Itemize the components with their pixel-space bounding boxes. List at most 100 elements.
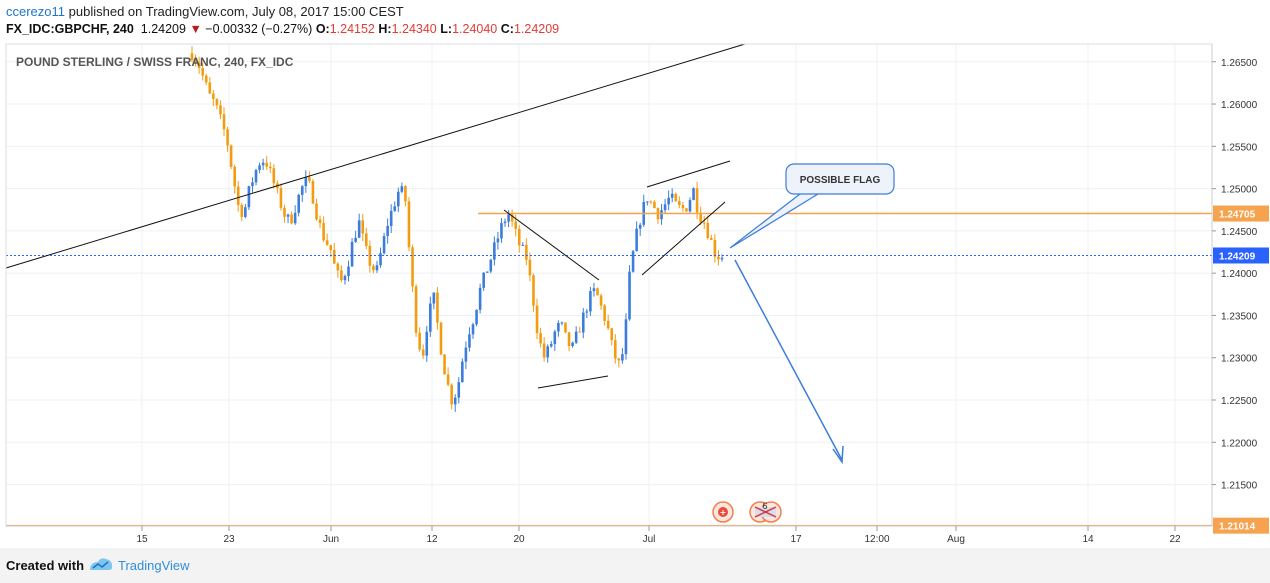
grid [6, 44, 1212, 526]
candle [418, 332, 421, 350]
candle [660, 210, 663, 220]
time-axis[interactable]: 15 23 Jun 12 20 Jul 17 12:00 Aug 14 22 [136, 526, 1181, 545]
candle [290, 214, 293, 224]
candle [699, 212, 702, 223]
candle [222, 114, 226, 130]
candle [212, 93, 215, 100]
candle [322, 223, 325, 241]
candle [340, 270, 343, 281]
candle [414, 286, 418, 333]
candle [254, 170, 258, 183]
candle [400, 186, 404, 192]
price-chart[interactable]: POUND STERLING / SWISS FRANC, 240, FX_ID… [0, 42, 1270, 548]
y-tick-label: 1.23500 [1221, 311, 1258, 322]
event-plus-icon [718, 507, 728, 517]
candle [279, 188, 283, 208]
candle [685, 208, 688, 212]
candle [710, 237, 713, 240]
x-tick-label: Jul [643, 534, 656, 545]
candle [493, 242, 496, 260]
author-link[interactable]: ccerezo11 [6, 4, 66, 19]
candle [453, 397, 457, 405]
candle [461, 361, 464, 383]
candle [667, 197, 670, 205]
candle [336, 263, 340, 271]
tradingview-link[interactable]: TradingView [118, 558, 190, 573]
y-tick-label: 1.23000 [1221, 354, 1258, 365]
long-trendline [5, 43, 746, 269]
candle [510, 214, 514, 222]
price-axis[interactable]: 1.26500 1.26000 1.25500 1.25000 1.24500 1.240… [1212, 58, 1258, 492]
candle [397, 191, 400, 207]
low-label: L: [440, 22, 453, 36]
x-tick-label: 20 [513, 534, 525, 545]
candle [613, 340, 617, 359]
candle [315, 203, 318, 220]
candle [478, 287, 482, 310]
x-tick-label: 22 [1169, 534, 1181, 545]
candle [503, 221, 507, 224]
candle [372, 265, 375, 271]
chart-header: ccerezo11 published on TradingView.com, … [0, 0, 1270, 42]
x-tick-label: 14 [1082, 534, 1094, 545]
candle [606, 320, 610, 329]
change-arrow-icon: ▼ [189, 22, 202, 36]
candle [546, 346, 550, 358]
candle [635, 228, 638, 252]
candle [574, 331, 578, 343]
candle [589, 291, 592, 312]
candle [382, 236, 386, 254]
candle [485, 271, 489, 273]
candle [236, 186, 240, 205]
candle [464, 347, 468, 362]
candle [446, 374, 450, 385]
candle [521, 244, 525, 246]
x-tick-label: Aug [947, 534, 965, 545]
low-value: 1.24040 [452, 22, 498, 36]
candle [361, 220, 365, 234]
candle [244, 207, 247, 217]
candle [215, 99, 219, 106]
candle [226, 129, 229, 146]
footer: Created with TradingView [0, 548, 1270, 583]
candle [638, 224, 642, 229]
candle [496, 238, 500, 243]
candle [286, 214, 290, 217]
callout-box [785, 163, 895, 195]
y-tick-label: 1.22000 [1221, 438, 1258, 449]
triangle-lower-line [537, 375, 609, 389]
candle [489, 259, 493, 272]
candle [375, 265, 379, 271]
candle [599, 295, 603, 306]
candle [197, 62, 201, 69]
flag-callout[interactable]: POSSIBLE FLAG [785, 163, 895, 195]
candle [258, 165, 261, 171]
candle [649, 201, 653, 203]
last-price-label: 1.24209 [1219, 251, 1256, 262]
candle [603, 305, 606, 321]
callout-pointer [729, 193, 819, 249]
candle [404, 186, 407, 202]
candle [332, 249, 336, 264]
tradingview-logo-icon [90, 558, 113, 570]
candle [293, 212, 297, 224]
candle [436, 292, 439, 323]
close-value: 1.24209 [513, 22, 560, 36]
events[interactable]: + 6 [712, 501, 782, 523]
candle [678, 201, 681, 205]
candle [386, 225, 389, 237]
symbol-info: FX_IDC:GBPCHF, 240 1.24209 ▼ −0.00332 (−… [6, 22, 559, 36]
candle [393, 206, 397, 211]
candle [411, 247, 414, 287]
support-label: 1.21014 [1219, 522, 1256, 533]
candle [389, 210, 393, 226]
candle [507, 214, 510, 222]
candle [564, 322, 567, 333]
candle [329, 244, 333, 250]
x-tick-label: Jun [323, 534, 339, 545]
candle [297, 194, 301, 213]
candle [357, 220, 361, 238]
candle [567, 332, 571, 347]
candle [350, 241, 354, 267]
candle [283, 207, 286, 217]
